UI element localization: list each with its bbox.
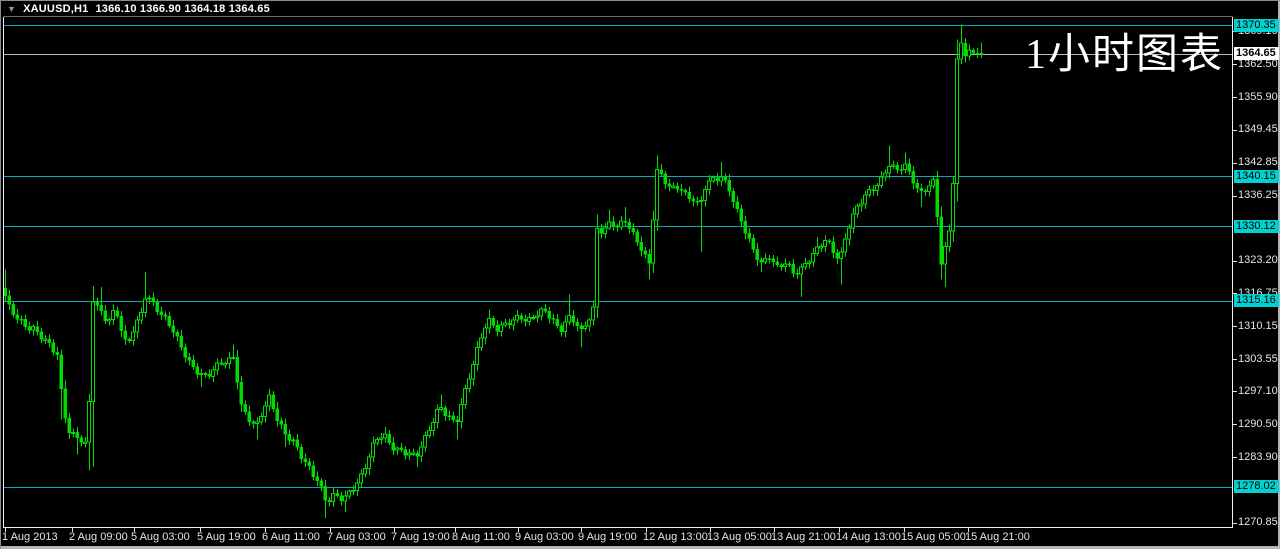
chart-dropdown-icon[interactable]: ▼ [7,4,17,14]
watermark-text: 1小时图表 [1024,32,1224,78]
chart-title-bar: ▼ XAUUSD,H1 1366.10 1366.90 1364.18 1364… [7,2,270,16]
candles-group [4,24,983,518]
symbol-timeframe-label: XAUUSD,H1 [23,3,89,15]
ohlc-values: 1366.10 1366.90 1364.18 1364.65 [95,3,270,15]
